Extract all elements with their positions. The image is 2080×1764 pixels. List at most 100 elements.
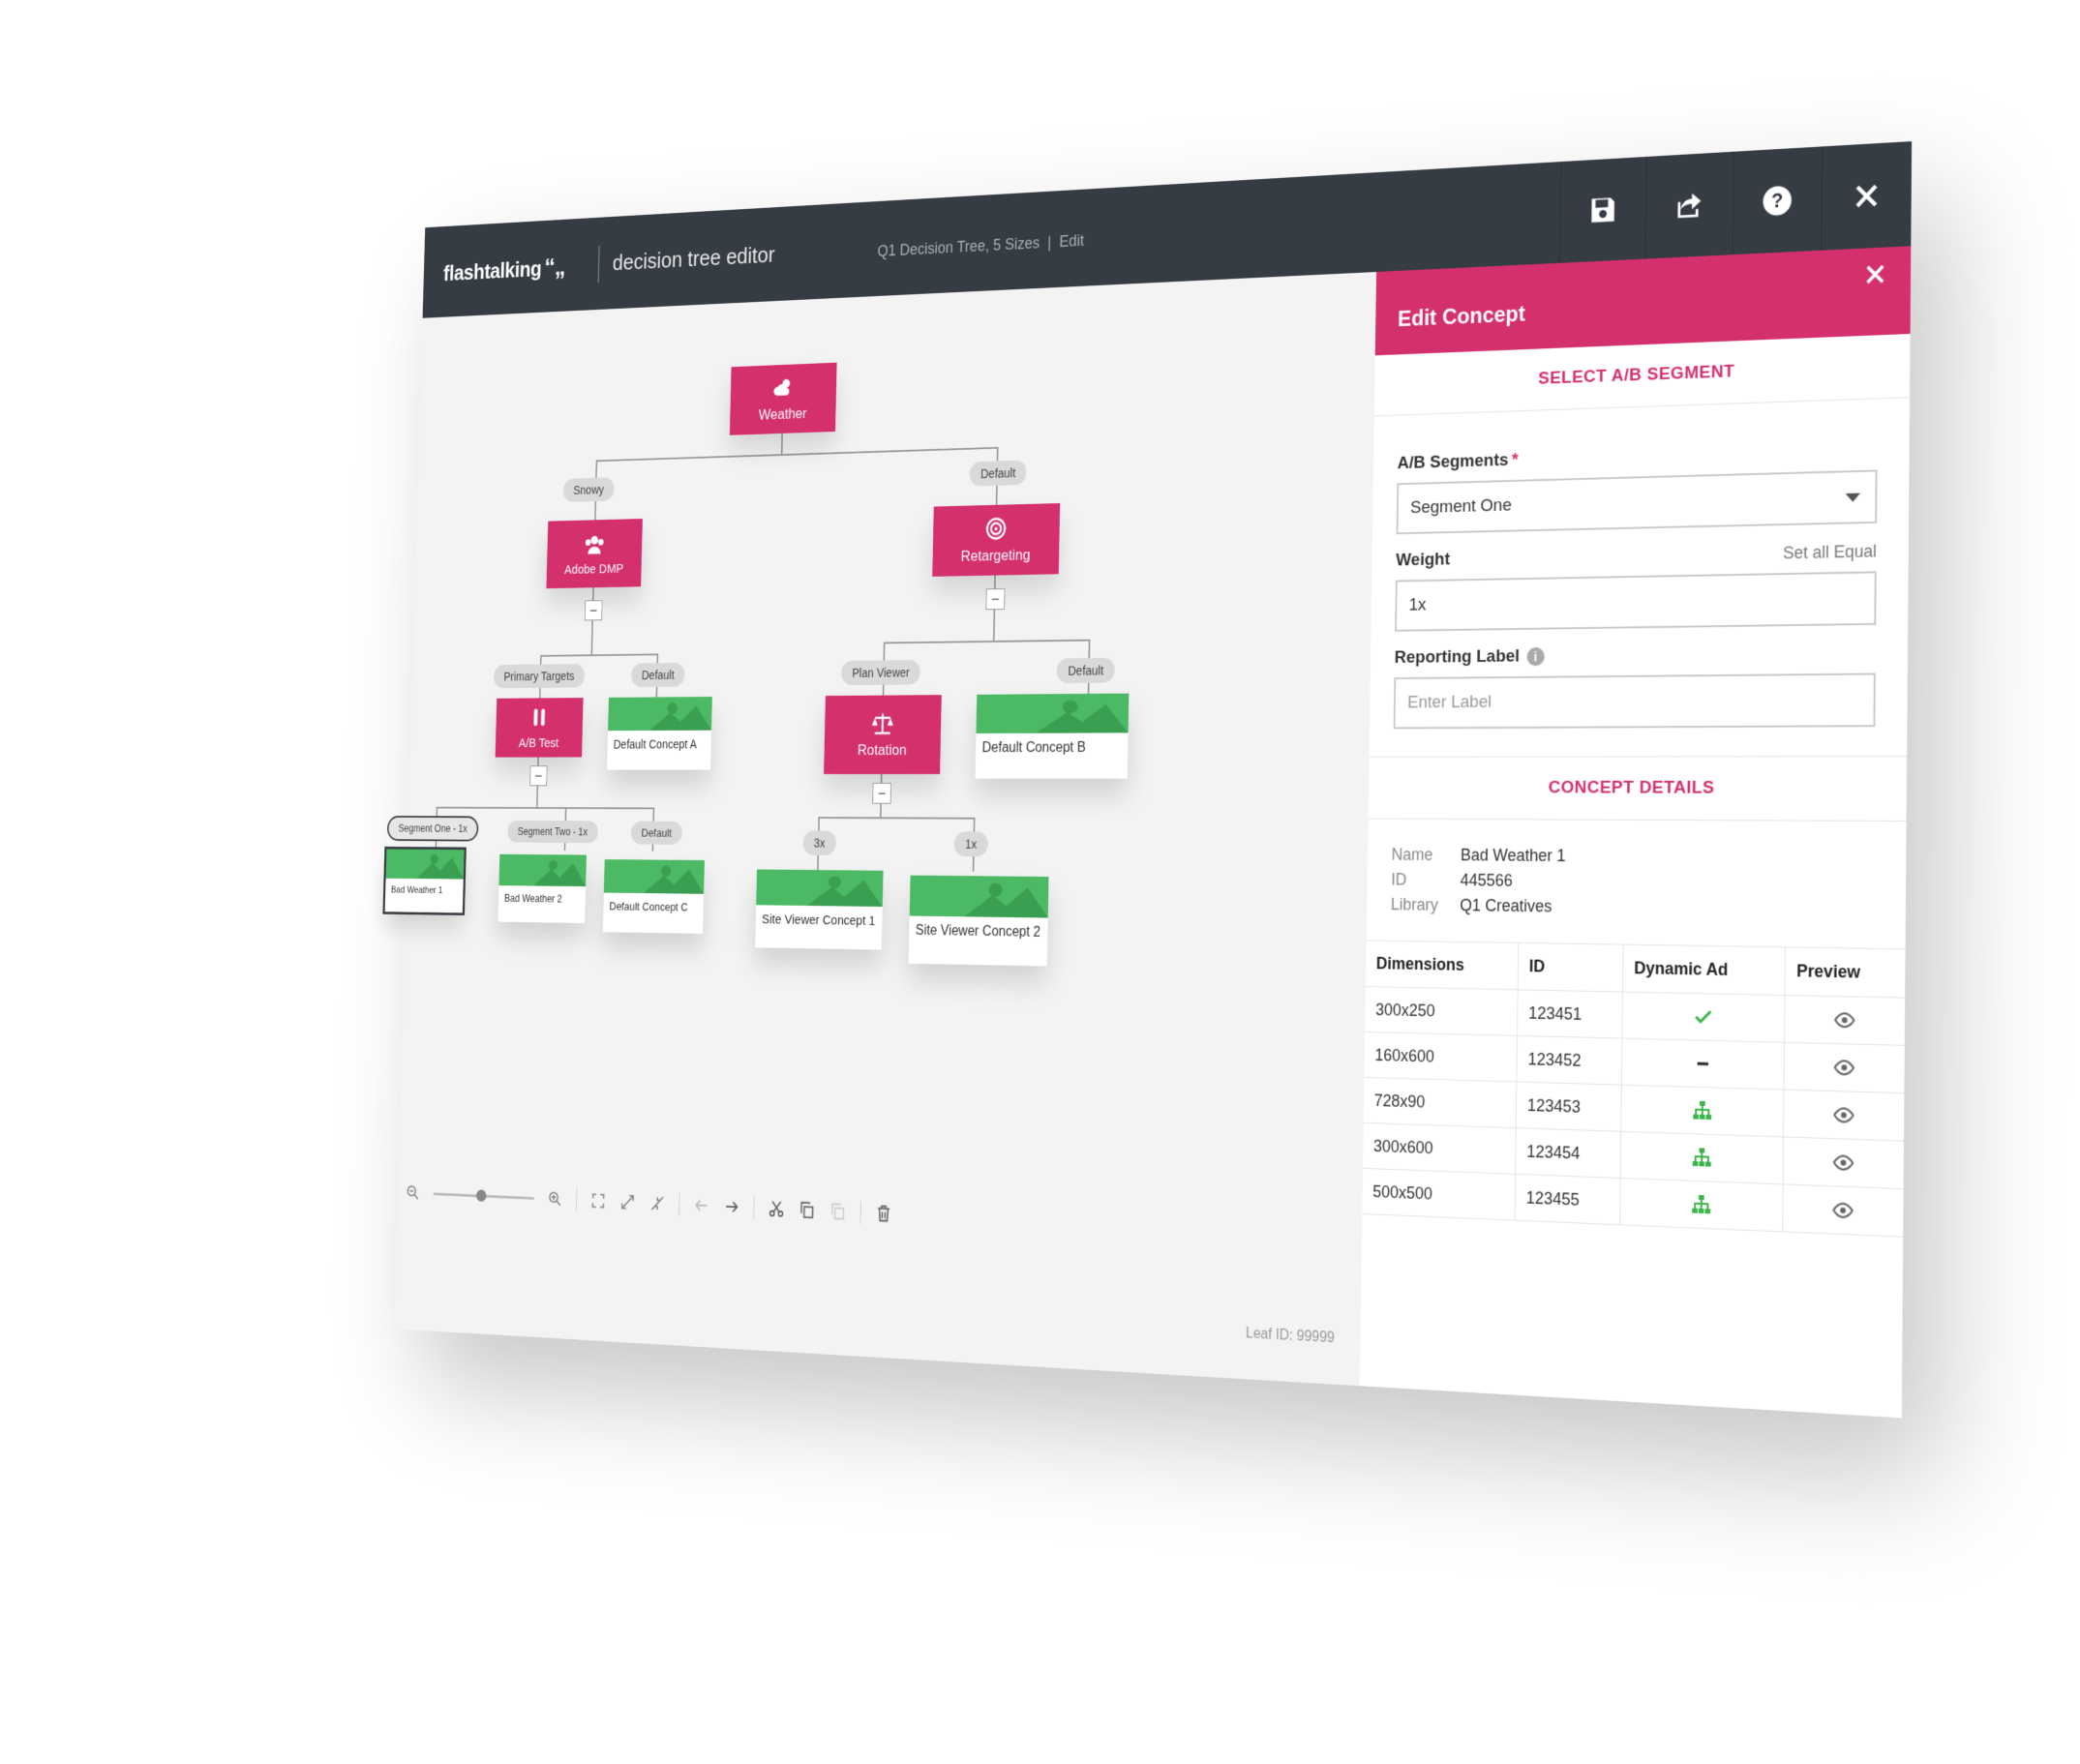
zoom-slider[interactable] bbox=[434, 1192, 534, 1199]
help-icon: ? bbox=[1762, 184, 1793, 218]
reporting-label-label: Reporting Label i bbox=[1395, 643, 1877, 669]
eye-icon[interactable] bbox=[1831, 1198, 1854, 1222]
toolbar: ? bbox=[1559, 141, 1912, 263]
canvas-toolbar bbox=[405, 1181, 892, 1226]
ab-segments-select[interactable]: Segment One bbox=[1397, 469, 1878, 534]
col-dynamic-ad: Dynamic Ad bbox=[1622, 945, 1785, 996]
weight-input[interactable]: 1x bbox=[1395, 571, 1877, 631]
app-name: decision tree editor bbox=[613, 241, 775, 276]
redo-icon[interactable] bbox=[723, 1197, 740, 1217]
toolbar-divider bbox=[678, 1193, 679, 1215]
edge-label-3x[interactable]: 3x bbox=[802, 830, 835, 854]
save-button[interactable] bbox=[1559, 157, 1646, 263]
tree-canvas[interactable]: Weather Snowy Default Adobe DMP Retarget… bbox=[394, 272, 1376, 1386]
zoom-slider-knob[interactable] bbox=[476, 1189, 487, 1202]
eye-icon[interactable] bbox=[1833, 1008, 1855, 1032]
app-window: flashtalking“„ decision tree editor Q1 D… bbox=[394, 141, 1912, 1418]
weight-label: Weight Set all Equal bbox=[1396, 541, 1877, 572]
detail-library-row: Library Q1 Creatives bbox=[1391, 895, 1880, 921]
set-all-equal-link[interactable]: Set all Equal bbox=[1783, 542, 1877, 564]
leaf-default-concept-c[interactable]: Default Concept C bbox=[603, 859, 705, 934]
edit-link[interactable]: Edit bbox=[1059, 231, 1084, 251]
node-retargeting[interactable]: Retargeting bbox=[932, 503, 1060, 577]
target-icon bbox=[984, 515, 1009, 542]
collapse-adobe-dmp[interactable]: − bbox=[585, 600, 603, 620]
collapse-icon[interactable] bbox=[648, 1193, 665, 1212]
detail-id-row: ID 445566 bbox=[1391, 870, 1880, 895]
eye-icon[interactable] bbox=[1832, 1103, 1854, 1127]
document-title: Q1 Decision Tree, 5 Sizes | Edit bbox=[877, 231, 1084, 260]
leaf-site-viewer-concept-2[interactable]: Site Viewer Concept 2 bbox=[909, 876, 1049, 967]
copy-icon[interactable] bbox=[799, 1200, 816, 1220]
edge-label-plan-viewer[interactable]: Plan Viewer bbox=[841, 660, 920, 685]
panel-title: Edit Concept bbox=[1398, 302, 1525, 333]
weather-icon bbox=[771, 374, 795, 402]
toolbar-divider bbox=[753, 1196, 754, 1219]
leaf-default-concept-a[interactable]: Default Concept A bbox=[607, 697, 712, 770]
col-dimensions: Dimensions bbox=[1366, 941, 1519, 989]
edge-label-segment-two[interactable]: Segment Two - 1x bbox=[507, 821, 598, 843]
edge-label-default-dmp[interactable]: Default bbox=[631, 663, 685, 687]
eye-icon[interactable] bbox=[1833, 1056, 1855, 1080]
eye-icon[interactable] bbox=[1832, 1151, 1854, 1175]
toolbar-divider bbox=[860, 1201, 861, 1224]
col-preview: Preview bbox=[1785, 947, 1905, 998]
edge-label-1x[interactable]: 1x bbox=[954, 831, 988, 856]
close-app-button[interactable] bbox=[1821, 141, 1912, 251]
col-id: ID bbox=[1518, 943, 1623, 992]
test-tubes-icon bbox=[528, 705, 551, 731]
cut-icon[interactable] bbox=[768, 1199, 785, 1219]
node-adobe-dmp[interactable]: Adobe DMP bbox=[546, 519, 642, 588]
edge-label-snowy[interactable]: Snowy bbox=[563, 477, 615, 502]
edge-label-primary-targets[interactable]: Primary Targets bbox=[494, 664, 585, 688]
leaf-id-readout: Leaf ID: 99999 bbox=[1246, 1326, 1335, 1347]
edge-label-default-retargeting[interactable]: Default bbox=[1057, 658, 1116, 683]
leaf-bad-weather-1[interactable]: Bad Weather 1 bbox=[385, 849, 465, 912]
node-ab-test[interactable]: A/B Test bbox=[496, 698, 584, 758]
zoom-out-icon[interactable] bbox=[405, 1182, 421, 1202]
paste-icon[interactable] bbox=[829, 1202, 847, 1222]
zoom-in-icon[interactable] bbox=[547, 1189, 563, 1209]
segment-form: A/B Segments * Segment One Weight Set all … bbox=[1370, 398, 1910, 738]
fit-screen-icon[interactable] bbox=[589, 1191, 606, 1211]
edge-label-segment-one[interactable]: Segment One - 1x bbox=[387, 816, 479, 842]
detail-name-row: Name Bad Weather 1 bbox=[1392, 845, 1881, 868]
node-rotation[interactable]: Rotation bbox=[824, 695, 942, 774]
toolbar-divider bbox=[576, 1188, 577, 1211]
reporting-label-input[interactable]: Enter Label bbox=[1394, 673, 1876, 730]
image-placeholder-icon bbox=[756, 869, 883, 907]
share-icon bbox=[1673, 189, 1704, 222]
undo-icon[interactable] bbox=[693, 1195, 710, 1215]
help-button[interactable]: ? bbox=[1733, 146, 1823, 254]
svg-text:?: ? bbox=[1771, 191, 1783, 213]
leaf-site-viewer-concept-1[interactable]: Site Viewer Concept 1 bbox=[755, 869, 883, 949]
hierarchy-icon bbox=[1690, 1193, 1712, 1217]
concept-details: Name Bad Weather 1 ID 445566 Library Q1 Cre… bbox=[1367, 820, 1907, 950]
share-button[interactable] bbox=[1645, 152, 1733, 259]
brand-divider bbox=[597, 246, 599, 283]
brand-logo: flashtalking“„ bbox=[443, 253, 566, 287]
panel-close-button[interactable] bbox=[1862, 260, 1888, 293]
leaf-bad-weather-2[interactable]: Bad Weather 2 bbox=[497, 854, 586, 923]
image-placeholder-icon bbox=[386, 849, 465, 879]
info-icon[interactable]: i bbox=[1526, 647, 1544, 666]
chevron-down-icon bbox=[1846, 493, 1860, 502]
close-icon bbox=[1851, 179, 1883, 213]
node-weather[interactable]: Weather bbox=[730, 363, 837, 435]
collapse-retargeting[interactable]: − bbox=[985, 588, 1005, 610]
edge-label-default-root[interactable]: Default bbox=[970, 460, 1027, 486]
ab-segments-label: A/B Segments * bbox=[1398, 439, 1878, 474]
trash-icon[interactable] bbox=[875, 1204, 892, 1224]
close-icon bbox=[1862, 260, 1888, 288]
edit-concept-panel: Edit Concept SELECT A/B SEGMENT A/B Segm… bbox=[1360, 246, 1912, 1418]
expand-icon[interactable] bbox=[619, 1192, 636, 1211]
collapse-rotation[interactable]: − bbox=[872, 783, 891, 804]
collapse-ab-test[interactable]: − bbox=[529, 765, 547, 786]
leaf-default-concept-b[interactable]: Default Concept B bbox=[976, 694, 1130, 779]
image-placeholder-icon bbox=[608, 697, 712, 731]
save-icon bbox=[1587, 194, 1617, 226]
edge-label-default-ab[interactable]: Default bbox=[631, 822, 682, 845]
check-icon bbox=[1692, 1005, 1714, 1029]
dash-icon bbox=[1691, 1052, 1713, 1075]
